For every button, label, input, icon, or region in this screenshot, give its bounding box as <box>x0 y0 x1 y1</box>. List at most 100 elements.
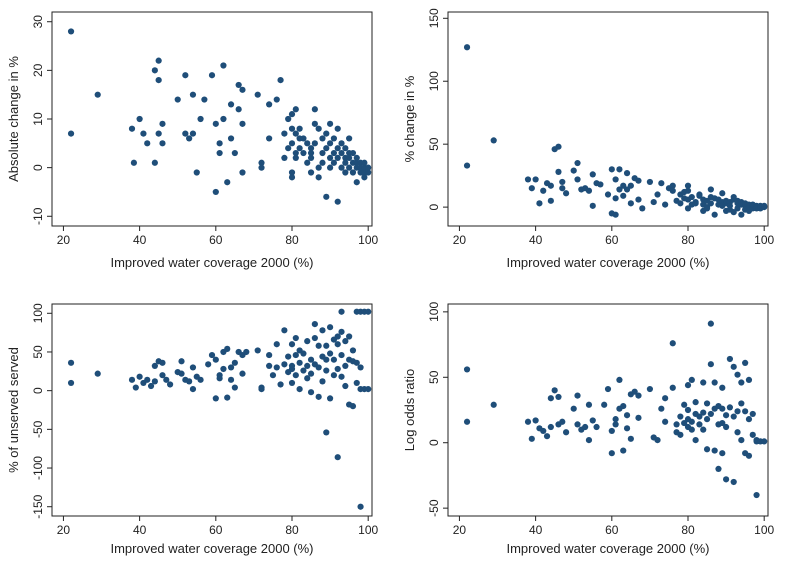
data-point <box>288 174 296 181</box>
data-point <box>140 130 147 137</box>
data-point <box>292 334 299 342</box>
data-point <box>353 154 360 162</box>
data-point <box>288 140 296 147</box>
data-point <box>734 371 741 378</box>
data-point <box>719 405 726 412</box>
data-point <box>616 376 623 384</box>
data-point <box>292 149 299 157</box>
data-point <box>307 154 315 162</box>
y-tick-label: 100 <box>427 71 441 91</box>
x-tick-label: 80 <box>681 233 695 247</box>
data-point <box>616 166 623 173</box>
data-point <box>224 394 231 401</box>
data-point <box>235 106 242 113</box>
data-point <box>159 359 166 366</box>
data-point <box>323 342 330 349</box>
data-point <box>189 386 197 393</box>
data-point <box>292 154 299 162</box>
data-point <box>365 308 372 315</box>
data-point <box>144 376 151 383</box>
data-point <box>94 91 101 98</box>
x-tick-label: 40 <box>529 523 543 537</box>
data-point <box>334 125 341 132</box>
data-point <box>231 359 238 366</box>
data-point <box>547 423 554 431</box>
data-point <box>342 159 349 166</box>
data-point <box>608 427 615 435</box>
data-point <box>159 120 166 127</box>
data-point <box>601 401 608 408</box>
data-point <box>365 386 372 393</box>
data-point <box>700 409 707 416</box>
data-point <box>338 140 345 147</box>
data-point <box>559 185 566 192</box>
data-point <box>307 145 315 152</box>
data-point <box>635 177 642 184</box>
data-point <box>136 373 143 380</box>
data-point <box>711 211 718 218</box>
data-point <box>323 145 330 152</box>
data-point <box>304 140 311 147</box>
data-point <box>585 187 593 194</box>
data-point <box>136 115 143 123</box>
data-point <box>296 386 303 393</box>
data-point <box>288 169 296 176</box>
data-point <box>719 419 726 427</box>
data-point <box>608 450 615 457</box>
data-point <box>334 145 341 152</box>
data-point <box>296 125 303 132</box>
y-axis-title: Absolute change in % <box>6 56 21 182</box>
data-point <box>547 197 554 204</box>
data-point <box>326 324 334 331</box>
data-point <box>220 115 227 123</box>
data-point <box>216 375 223 382</box>
data-point <box>684 182 692 189</box>
data-point <box>151 67 158 74</box>
panel-absolute-change: 20 40 60 80 100 -10 0 10 20 30 Improved water cove… <box>6 11 379 270</box>
data-point <box>326 395 334 402</box>
x-axis-title: Improved water coverage 2000 (%) <box>110 541 313 556</box>
data-point <box>707 200 714 207</box>
data-point <box>608 166 615 173</box>
data-point <box>353 379 360 387</box>
data-point <box>555 168 562 175</box>
data-point <box>178 370 185 377</box>
data-point <box>326 154 334 162</box>
data-point <box>547 182 554 189</box>
data-point <box>707 410 714 418</box>
data-point <box>212 356 219 363</box>
data-point <box>696 191 703 198</box>
data-point <box>738 379 745 386</box>
y-tick-label: 0 <box>31 387 45 394</box>
data-point <box>730 193 737 201</box>
data-point <box>273 364 280 371</box>
data-point <box>330 159 338 166</box>
data-point <box>365 164 372 171</box>
data-point <box>258 164 265 171</box>
data-point <box>677 200 684 207</box>
data-point <box>730 363 737 370</box>
data-point <box>220 365 227 373</box>
data-point <box>227 376 235 383</box>
data-point <box>719 384 726 391</box>
data-point <box>463 162 471 169</box>
data-point <box>555 143 562 150</box>
data-point <box>212 188 219 196</box>
data-point <box>346 164 353 171</box>
data-point <box>189 130 197 137</box>
data-point <box>269 372 277 379</box>
data-point <box>696 421 703 428</box>
data-point <box>346 154 353 162</box>
data-point <box>323 429 330 436</box>
data-point <box>307 149 315 157</box>
data-point <box>67 359 75 366</box>
data-point <box>707 361 714 368</box>
data-point <box>681 419 688 427</box>
data-point <box>585 436 593 444</box>
x-tick-label: 80 <box>285 523 299 537</box>
data-point <box>307 389 315 396</box>
data-point <box>151 159 158 166</box>
data-point <box>342 338 349 345</box>
data-point <box>239 86 246 93</box>
data-point <box>540 187 547 194</box>
